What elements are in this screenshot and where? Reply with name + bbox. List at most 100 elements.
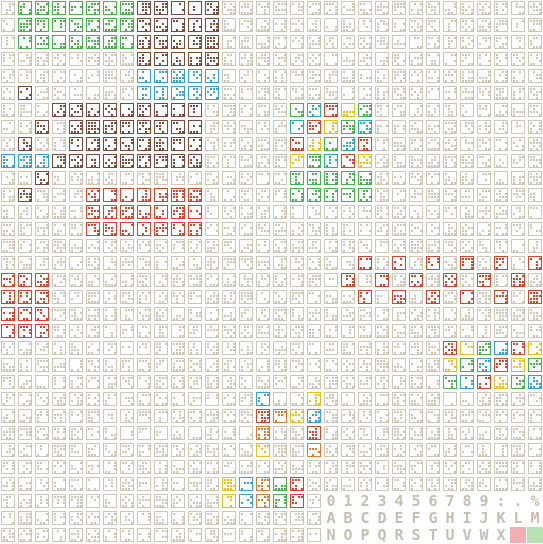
sprite-tile [273,137,287,151]
sprite-tile [154,188,168,202]
tile-pixel [77,247,79,249]
tile-pixel [434,165,436,167]
sprite-tile [69,120,83,134]
sprite-tile [494,188,508,202]
tile-pixel [403,207,405,209]
tile-pixel [437,77,439,79]
sprite-tile [52,35,66,49]
tile-pixel [380,40,382,42]
tile-pixel [400,94,402,96]
tile-pixel [29,298,31,300]
tile-pixel [264,80,266,82]
tile-pixel [536,54,538,56]
tile-outline [154,171,168,185]
tile-pixel [190,275,192,277]
tile-pixel [261,26,263,28]
tile-pixel [261,190,263,192]
tile-pixel [80,179,82,181]
tile-pixel [352,128,354,130]
tile-outline [188,273,202,287]
tile-pixel [244,148,246,150]
tile-pixel [241,250,243,252]
sprite-tile [69,18,83,32]
tile-pixel [139,128,141,130]
tile-pixel [88,60,90,62]
tile-pixel [196,295,198,297]
tile-pixel [414,37,416,39]
tile-pixel [247,278,249,280]
tile-outline [477,69,491,83]
tile-pixel [131,207,133,209]
tile-pixel [128,131,130,133]
tile-pixel [88,295,90,297]
tile-pixel [182,114,184,116]
tile-pixel [539,91,541,93]
tile-pixel [499,88,501,90]
tile-pixel [530,258,532,260]
tile-pixel [400,111,402,113]
tile-pixel [80,165,82,167]
tile-pixel [488,91,490,93]
tile-outline [188,35,202,49]
tile-pixel [97,148,99,150]
tile-pixel [369,131,371,133]
tile-pixel [176,88,178,90]
tile-pixel [145,3,147,5]
tile-pixel [496,278,498,280]
tile-pixel [309,216,311,218]
tile-outline [511,171,525,185]
tile-outline [460,103,474,117]
tile-pixel [261,6,263,8]
tile-pixel [536,179,538,181]
tile-pixel [519,216,521,218]
tile-pixel [159,173,161,175]
tile-pixel [394,108,396,110]
tile-pixel [448,29,450,31]
tile-pixel [462,12,464,14]
tile-pixel [244,261,246,263]
tile-pixel [207,179,209,181]
tile-outline [256,188,270,202]
tile-pixel [9,261,11,263]
tile-pixel [241,196,243,198]
tile-pixel [20,6,22,8]
tile-pixel [250,278,252,280]
tile-pixel [394,182,396,184]
tile-outline [188,1,202,15]
tile-pixel [258,207,260,209]
tile-pixel [230,210,232,212]
tile-outline [120,239,134,253]
tile-outline [375,52,389,66]
tile-pixel [173,148,175,150]
tile-pixel [451,111,453,113]
tile-outline [171,154,185,168]
sprite-tile [171,154,185,168]
tile-outline [69,120,83,134]
tile-outline [1,52,15,66]
sprite-tile [307,137,321,151]
tile-pixel [366,258,368,260]
tile-pixel [60,26,62,28]
tile-pixel [298,156,300,158]
tile-pixel [462,3,464,5]
tile-pixel [485,29,487,31]
sprite-tile [137,18,151,32]
tile-pixel [199,37,201,39]
tile-pixel [369,105,371,107]
tile-pixel [530,173,532,175]
sprite-tile [341,137,355,151]
tile-pixel [145,165,147,167]
tile-pixel [428,261,430,263]
tile-pixel [318,148,320,150]
tile-pixel [111,258,113,260]
tile-pixel [496,88,498,90]
tile-pixel [496,193,498,195]
tile-pixel [530,128,532,130]
tile-pixel [199,227,201,229]
tile-pixel [513,91,515,93]
tile-pixel [536,37,538,39]
tile-pixel [448,97,450,99]
tile-outline [52,239,66,253]
tile-outline [273,52,287,66]
tile-outline [1,103,15,117]
